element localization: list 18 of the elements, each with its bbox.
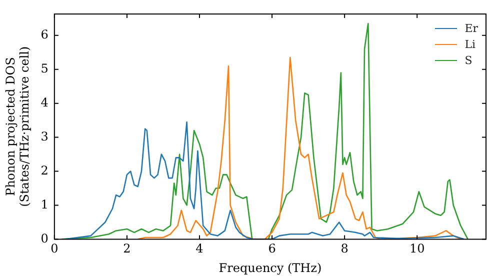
y-tick-label: 2 [40,163,48,178]
y-tick-label: 4 [40,95,49,110]
legend-label: S [464,54,472,66]
y-axis-title: Phonon projected DOS (States/THz·primitive cell) [3,46,32,207]
x-tick-label: 10 [409,242,425,256]
y-tick-label: 1 [40,197,48,212]
x-tick-label: 4 [196,242,204,256]
y-tick-label: 5 [40,61,48,76]
x-axis-title: Frequency (THz) [218,260,322,275]
legend-label: Li [464,38,476,50]
x-tick-label: 8 [340,242,348,256]
x-tick-label: 0 [50,242,58,256]
x-tick-label: 2 [123,242,131,256]
y-tick-label: 3 [40,129,48,144]
x-tick-label: 6 [268,242,276,256]
legend-label: Er [464,22,478,34]
y-tick-label: 0 [40,231,48,246]
y-tick-label: 6 [40,28,48,42]
